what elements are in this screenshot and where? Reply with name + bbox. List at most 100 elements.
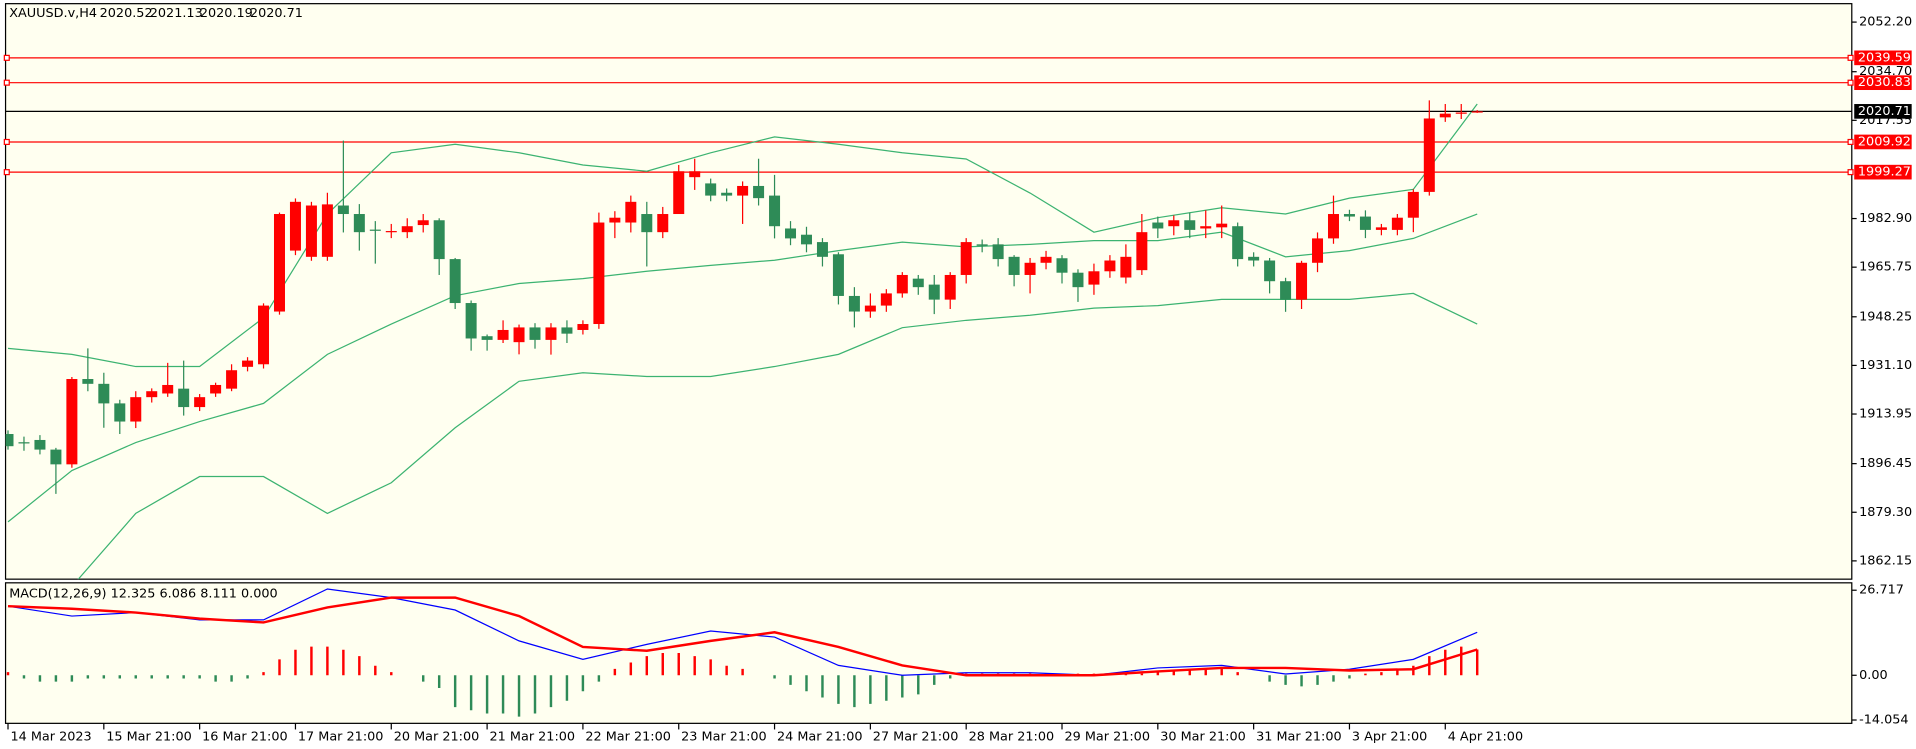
candle-body [832, 254, 844, 296]
candle-body [1136, 232, 1148, 271]
x-tick-label: 23 Mar 21:00 [681, 729, 767, 744]
macd-panel [4, 582, 1853, 724]
macd-tick-label: -14.054 [1859, 713, 1908, 728]
candle-body [1455, 112, 1467, 114]
candle-body [369, 229, 381, 231]
candle-body [1120, 256, 1132, 278]
candle-body [497, 329, 509, 340]
level-marker [3, 169, 10, 176]
candle-body [1200, 226, 1212, 229]
level-label: 2030.83 [1858, 75, 1911, 90]
y-tick-label: 1862.15 [1859, 553, 1912, 568]
level-marker [3, 54, 10, 61]
level-marker [1847, 54, 1854, 61]
candle-body [1184, 220, 1196, 230]
candle-body [1471, 111, 1483, 113]
candle-body [481, 336, 493, 340]
candle-body [593, 222, 605, 325]
x-tick-label: 22 Mar 21:00 [585, 729, 671, 744]
level-label: 1999.27 [1858, 165, 1911, 180]
candle-body [960, 242, 972, 275]
candle-body [226, 370, 238, 389]
candle-body [1359, 216, 1371, 230]
candle-body [1232, 226, 1244, 260]
x-tick-label: 16 Mar 21:00 [202, 729, 288, 744]
macd-plot [6, 588, 1479, 717]
candle-body [242, 360, 254, 367]
header-close: 2020.71 [250, 6, 303, 21]
macd-title: MACD(12,26,9) 12.325 6.086 8.111 0.000 [9, 586, 277, 601]
candle-body [162, 384, 174, 394]
main-plot [5, 57, 1852, 580]
candle-body [385, 231, 397, 233]
candle-body [321, 204, 333, 257]
y-tick-label: 1965.75 [1859, 260, 1912, 275]
level-label-bg [1854, 50, 1912, 66]
candle-body [561, 327, 573, 334]
price-label: 2020.71 [1858, 104, 1911, 119]
candle-body [305, 205, 317, 257]
candle-body [465, 303, 477, 339]
candle-body [769, 195, 781, 227]
candle-body [737, 185, 749, 196]
header-high: 2021.13 [150, 6, 203, 21]
candle-body [785, 228, 797, 239]
y-tick-label: 1896.45 [1859, 456, 1912, 471]
y-tick-label: 1879.30 [1859, 505, 1912, 520]
candle-body [625, 201, 637, 223]
candle-body [417, 220, 429, 226]
x-tick-label: 15 Mar 21:00 [106, 729, 192, 744]
candle-body [98, 383, 110, 404]
main-panel [4, 3, 1853, 580]
candle-body [816, 242, 828, 257]
candle-body [66, 379, 78, 465]
x-tick-label: 30 Mar 21:00 [1160, 729, 1246, 744]
candle-body [641, 214, 653, 233]
candle-body [34, 439, 46, 450]
upper-line [7, 103, 1478, 368]
candle-body [82, 379, 94, 384]
candle-body [944, 274, 956, 300]
x-tick-label: 4 Apr 21:00 [1448, 729, 1523, 744]
candle-body [673, 171, 685, 215]
x-tick-label: 20 Mar 21:00 [394, 729, 480, 744]
candle-body [912, 278, 924, 288]
y-tick-label: 1948.25 [1859, 309, 1912, 324]
x-tick-label: 28 Mar 21:00 [969, 729, 1055, 744]
candle-body [848, 295, 860, 312]
candle-body [273, 214, 285, 312]
candle-body [401, 226, 413, 233]
candle-body [114, 403, 126, 422]
level-marker [3, 138, 10, 146]
level-marker [1847, 169, 1854, 176]
candle-body [992, 244, 1004, 260]
candle-body [258, 305, 270, 365]
candle-body [1248, 256, 1260, 261]
y-tick-label: 2052.20 [1859, 15, 1912, 30]
macd-tick-label: 0.00 [1859, 668, 1888, 683]
candle-body [146, 391, 158, 398]
candle-body [18, 442, 30, 444]
candle-body [577, 324, 589, 330]
candle-body [1407, 191, 1419, 218]
candle-body [1168, 220, 1180, 227]
candle-body [1088, 271, 1100, 285]
candle-body [1312, 238, 1324, 263]
candle-body [689, 171, 701, 178]
candle-body [433, 220, 445, 260]
candle-body [545, 327, 557, 340]
candle-body [880, 293, 892, 306]
candle-body [1280, 281, 1292, 300]
candle-body [513, 327, 525, 343]
candle-body [1056, 258, 1068, 273]
candle-body [1008, 256, 1020, 275]
candle-body [1216, 223, 1228, 228]
candle-body [449, 259, 461, 304]
overlay: 2052.202034.702017.551982.901965.751948.… [3, 15, 1912, 744]
y-tick-label: 1913.95 [1859, 407, 1912, 422]
candle-body [353, 214, 365, 233]
lower-line [77, 292, 1478, 580]
candle-body [1343, 214, 1355, 217]
x-tick-label: 3 Apr 21:00 [1352, 729, 1427, 744]
